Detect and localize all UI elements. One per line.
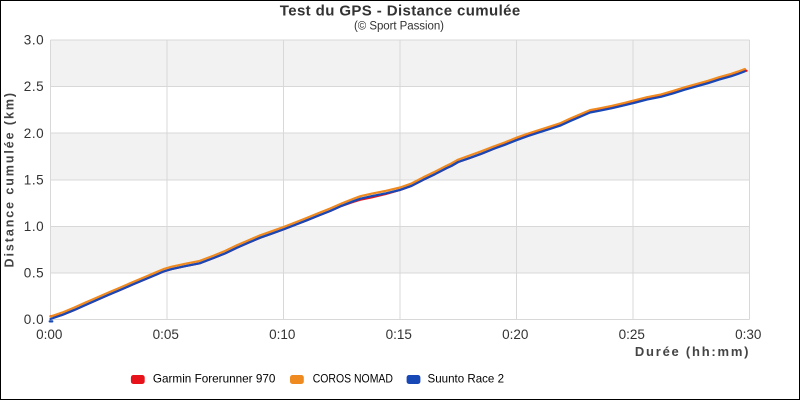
svg-text:Test du GPS - Distance cumulée: Test du GPS - Distance cumulée	[280, 3, 521, 20]
svg-text:1.5: 1.5	[24, 172, 44, 187]
svg-text:Suunto Race 2: Suunto Race 2	[428, 372, 505, 386]
svg-text:COROS NOMAD: COROS NOMAD	[313, 372, 394, 386]
svg-text:0:00: 0:00	[36, 327, 62, 342]
svg-text:0.0: 0.0	[24, 312, 44, 327]
svg-text:0:30: 0:30	[735, 327, 761, 342]
svg-text:0.5: 0.5	[24, 266, 44, 281]
svg-text:1.0: 1.0	[24, 219, 44, 234]
svg-text:(© Sport Passion): (© Sport Passion)	[354, 21, 444, 33]
svg-text:0:10: 0:10	[269, 327, 295, 342]
svg-text:Distance cumulée (km): Distance cumulée (km)	[3, 93, 17, 268]
svg-text:0:25: 0:25	[619, 327, 645, 342]
svg-text:Durée (hh:mm): Durée (hh:mm)	[635, 344, 749, 359]
svg-text:0:05: 0:05	[153, 327, 179, 342]
svg-text:0:20: 0:20	[502, 327, 528, 342]
svg-text:2.5: 2.5	[24, 79, 44, 94]
svg-text:Garmin Forerunner 970: Garmin Forerunner 970	[153, 372, 276, 386]
svg-text:3.0: 3.0	[24, 33, 44, 48]
svg-text:2.0: 2.0	[24, 126, 44, 141]
svg-text:0:15: 0:15	[386, 327, 412, 342]
